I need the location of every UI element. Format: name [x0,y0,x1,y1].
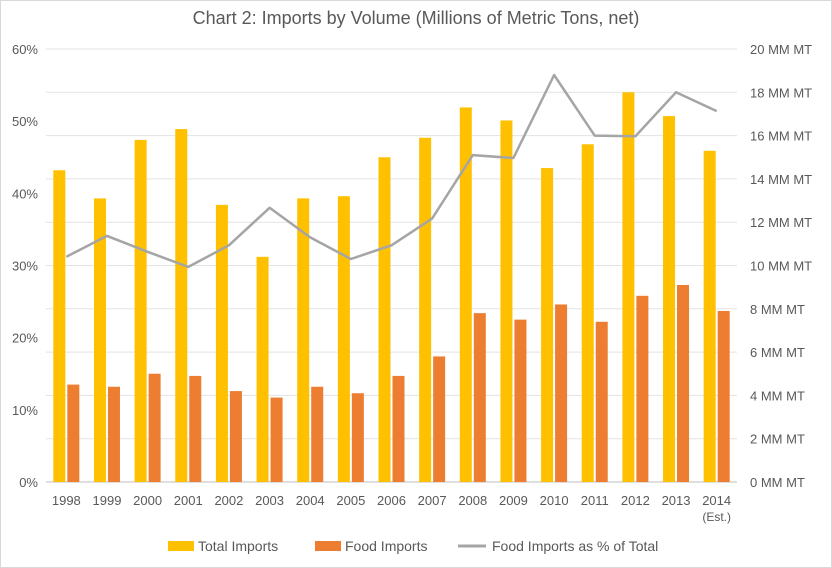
bar-total-imports [93,198,106,482]
bar-total-imports [541,168,554,482]
x-axis-tick-sublabel: (Est.) [702,510,731,524]
bar-total-imports [500,120,513,482]
left-axis-tick-label: 60% [12,42,38,57]
right-axis-tick-label: 8 MM MT [750,302,805,317]
bar-food-imports [229,391,242,482]
bar-total-imports [215,204,228,482]
x-axis-tick-label: 2006 [377,493,406,508]
right-axis-tick-label: 16 MM MT [750,129,812,144]
left-axis-tick-label: 30% [12,259,38,274]
chart-title: Chart 2: Imports by Volume (Millions of … [192,8,640,28]
bar-total-imports [256,256,269,482]
bar-total-imports [459,107,472,482]
bar-total-imports [581,144,594,482]
bar-total-imports [297,198,310,482]
left-axis-tick-label: 50% [12,114,38,129]
legend-swatch-bar [168,541,194,551]
bar-total-imports [53,170,66,483]
right-axis-tick-label: 14 MM MT [750,172,812,187]
bar-food-imports [555,304,568,482]
bar-food-imports [595,321,608,482]
bar-food-imports [67,384,80,482]
bar-total-imports [378,157,391,482]
legend-label: Food Imports as % of Total [492,538,658,554]
left-axis-tick-label: 40% [12,186,38,201]
right-axis-tick-label: 10 MM MT [750,259,812,274]
bar-food-imports [270,397,283,482]
bar-food-imports [392,375,405,482]
x-axis-tick-label: 1998 [52,493,81,508]
bar-food-imports [107,386,120,482]
bar-total-imports [175,129,188,483]
bar-food-imports [351,393,364,482]
bar-food-imports [514,319,527,482]
bar-total-imports [703,150,716,482]
bar-food-imports [433,356,446,482]
left-axis-tick-label: 0% [19,475,38,490]
x-axis-tick-label: 2001 [174,493,203,508]
bar-food-imports [189,375,202,482]
legend-label: Food Imports [345,538,427,554]
x-axis-tick-label: 2000 [133,493,162,508]
bar-food-imports [717,310,730,482]
right-axis-tick-label: 20 MM MT [750,42,812,57]
right-axis-tick-label: 18 MM MT [750,85,812,100]
right-axis-tick-label: 4 MM MT [750,388,805,403]
bar-food-imports [311,386,324,482]
x-axis-tick-label: 2011 [581,493,609,508]
legend-swatch-bar [315,541,341,551]
x-axis-tick-label: 2007 [418,493,447,508]
bar-food-imports [677,284,690,482]
x-axis-tick-label: 2004 [296,493,325,508]
x-axis-tick-label: 2005 [336,493,365,508]
right-axis-tick-label: 0 MM MT [750,475,805,490]
left-axis-tick-label: 10% [12,403,38,418]
x-axis-tick-label: 2013 [662,493,691,508]
left-axis-tick-label: 20% [12,331,38,346]
x-axis-tick-label: 2014 [702,493,731,508]
bar-total-imports [663,116,676,483]
x-axis-tick-label: 2002 [214,493,243,508]
right-axis-tick-label: 2 MM MT [750,432,805,447]
x-axis-tick-label: 2008 [458,493,487,508]
x-axis-tick-label: 2012 [621,493,650,508]
x-axis-tick-label: 1999 [93,493,122,508]
legend-label: Total Imports [198,538,278,554]
right-axis-tick-label: 12 MM MT [750,215,812,230]
right-axis-tick-label: 6 MM MT [750,345,805,360]
line-food-imports-pct [65,73,718,269]
bar-food-imports [636,295,649,482]
bar-food-imports [473,313,486,482]
bar-total-imports [337,196,350,482]
bar-total-imports [134,139,147,482]
x-axis-tick-label: 2010 [540,493,569,508]
bar-total-imports [622,92,635,483]
bar-food-imports [148,373,161,482]
x-axis-tick-label: 2009 [499,493,528,508]
x-axis-tick-label: 2003 [255,493,284,508]
bar-total-imports [419,137,432,482]
